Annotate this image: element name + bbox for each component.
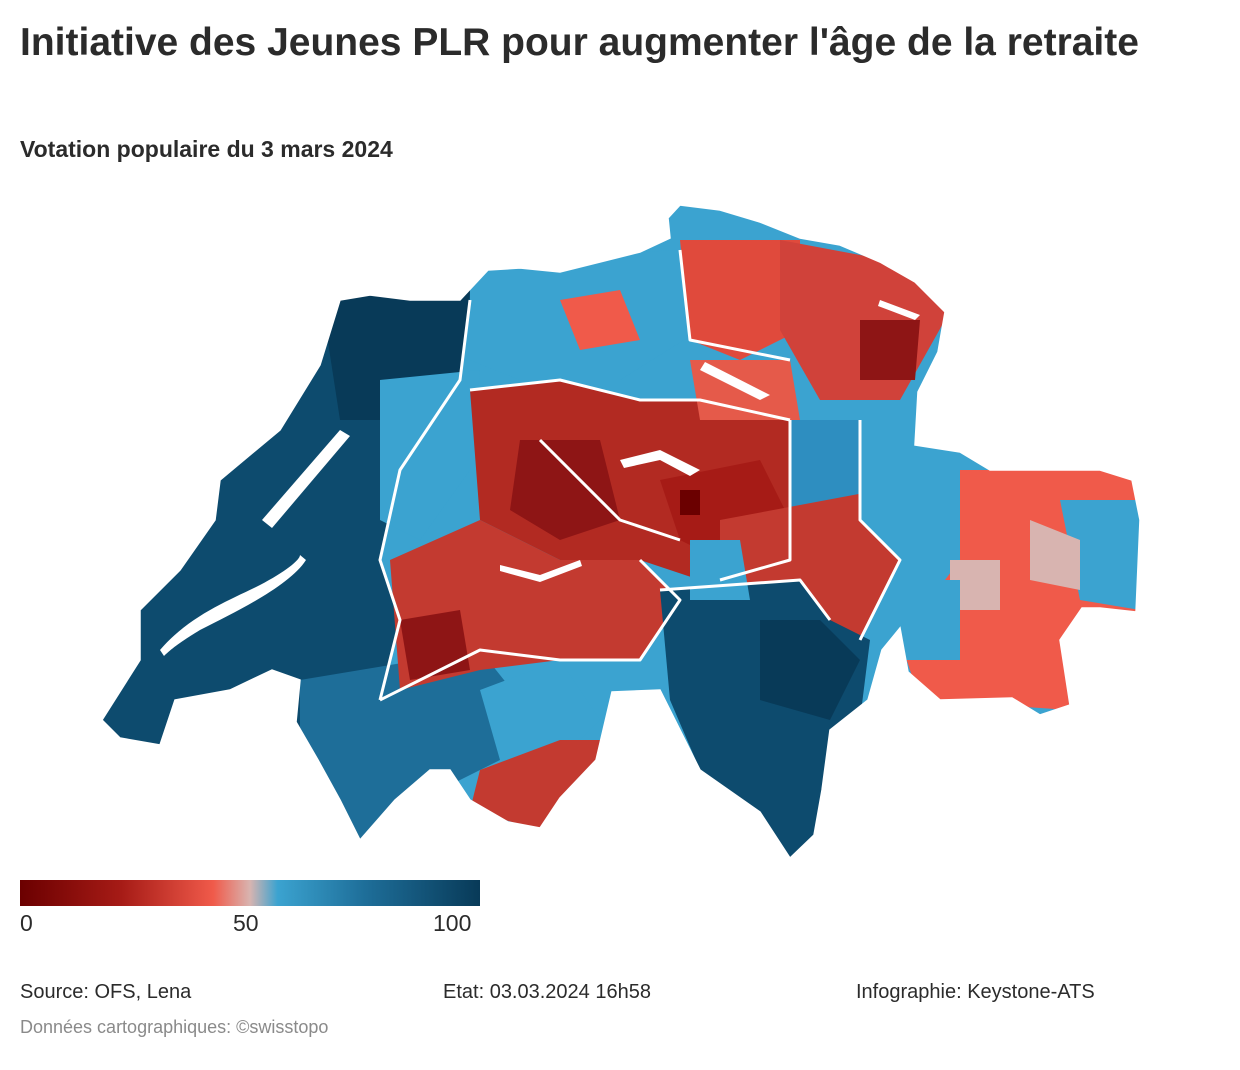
lake-lucerne [620,450,700,476]
region-aargau-mix [560,290,640,350]
switzerland-outline [101,204,1141,860]
timestamp-note: Etat: 03.03.2024 16h58 [443,981,651,1003]
region-uri-pocket [680,490,700,515]
region-zurich [680,240,800,360]
region-bern-dark [400,610,470,680]
region-leventina [760,620,860,720]
region-glarus [790,420,860,520]
credit-note: Infographie: Keystone-ATS [856,981,1095,1003]
lake-zurich [700,362,770,400]
legend-min-label: 0 [20,910,33,936]
lake-thun-brienz [500,560,582,582]
region-central-dark [510,440,620,540]
lake-neuchatel [262,430,350,528]
lake-geneva [160,555,306,656]
region-valais-west [300,650,520,840]
map-lakes [160,300,920,656]
map-regions [102,205,1140,858]
switzerland-choropleth-map [101,204,1141,860]
region-neutral-grey [1030,520,1080,590]
source-note: Source: OFS, Lena [20,981,192,1003]
legend-mid-label: 50 [233,910,259,936]
legend-max-label: 100 [433,910,472,936]
lake-constance [878,300,920,320]
region-bergell [900,580,960,660]
region-plateau-west [380,370,480,540]
region-neutral-grey-2 [950,560,1000,610]
chart-subtitle: Votation populaire du 3 mars 2024 [20,136,393,162]
map-data-credit: Données cartographiques: ©swisstopo [20,1017,329,1037]
region-gotthard [690,540,750,600]
canton-borders [378,249,902,702]
chart-title: Initiative des Jeunes PLR pour augmenter… [20,21,1139,64]
region-appenzell [860,320,920,380]
color-legend-bar [20,880,480,906]
region-valais-central [480,660,600,760]
